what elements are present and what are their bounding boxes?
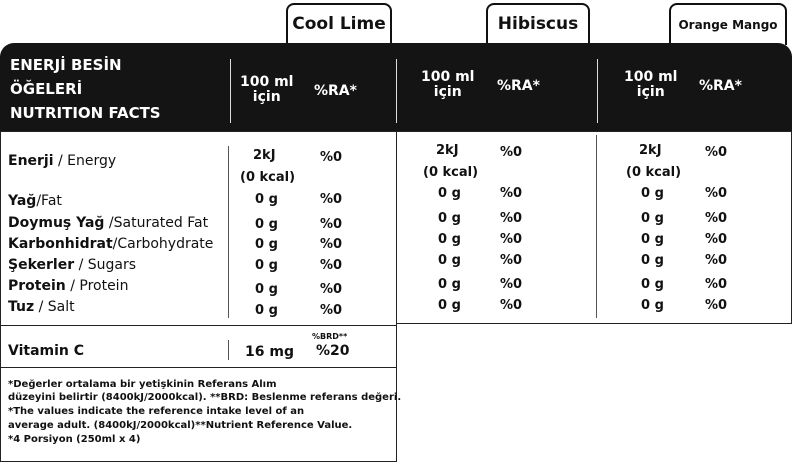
footnote-3: *The values indicate the reference intak… [8, 406, 305, 417]
footnote-4: average adult. (8400kJ/2000kcal)**Nutrie… [8, 420, 353, 431]
om-satfat-ra: %0 [705, 211, 728, 226]
hb-salt: 0 g [438, 298, 461, 313]
cl-satfat-ra: %0 [320, 217, 343, 232]
tab-orange-mango: Orange Mango [669, 3, 787, 45]
hb-salt-ra: %0 [500, 298, 523, 313]
om-fat: 0 g [641, 186, 664, 201]
label-carbohydrate: Karbonhidrat/Carbohydrate [8, 236, 214, 252]
hibiscus-orange-values-box [396, 131, 792, 324]
tab-cool-lime: Cool Lime [286, 3, 392, 45]
ra-hibiscus: %RA* [497, 78, 540, 94]
vitamin-box [0, 325, 397, 368]
om-protein: 0 g [641, 277, 664, 292]
hb-fat-ra: %0 [500, 186, 523, 201]
cl-protein-ra: %0 [320, 282, 343, 297]
label-fat: Yağ/Fat [8, 193, 62, 209]
hb-protein: 0 g [438, 277, 461, 292]
hb-sugar: 0 g [438, 253, 461, 268]
label-vitamin-c: Vitamin C [8, 343, 85, 359]
hb-fat: 0 g [438, 186, 461, 201]
hb-satfat-ra: %0 [500, 211, 523, 226]
hb-sugar-ra: %0 [500, 253, 523, 268]
footnote-2: düzeyini belirtir (8400kJ/2000kcal). **B… [8, 392, 402, 403]
hb-satfat: 0 g [438, 211, 461, 226]
om-energy-kj: 2kJ [639, 143, 662, 158]
ra-cool-lime: %RA* [314, 83, 357, 99]
brd-label: %BRD** [312, 332, 348, 341]
cl-salt: 0 g [255, 303, 278, 318]
cl-energy-kcal: (0 kcal) [240, 170, 296, 185]
label-salt: Tuz / Salt [8, 299, 75, 315]
vitamin-c-value: 16 mg [245, 344, 294, 360]
om-salt-ra: %0 [705, 298, 728, 313]
cl-sugar-ra: %0 [320, 258, 343, 273]
cl-energy-ra: %0 [320, 150, 343, 165]
hb-energy-kj: 2kJ [436, 143, 459, 158]
vitamin-c-brd: %20 [316, 343, 350, 359]
hb-protein-ra: %0 [500, 277, 523, 292]
label-protein: Protein / Protein [8, 278, 129, 294]
om-carb: 0 g [641, 232, 664, 247]
cl-energy-kj: 2kJ [253, 148, 276, 163]
om-energy-ra: %0 [705, 145, 728, 160]
per-100ml-cool-lime: 100 ml için [240, 74, 294, 105]
om-salt: 0 g [641, 298, 664, 313]
om-satfat: 0 g [641, 211, 664, 226]
cl-protein: 0 g [255, 282, 278, 297]
cl-satfat: 0 g [255, 217, 278, 232]
cl-sugar: 0 g [255, 258, 278, 273]
label-sugars: Şekerler / Sugars [8, 257, 137, 273]
cool-lime-values-box [0, 131, 397, 326]
label-energy: Enerji / Energy [8, 153, 117, 169]
om-carb-ra: %0 [705, 232, 728, 247]
cl-carb-ra: %0 [320, 237, 343, 252]
footnote-5: *4 Porsiyon (250ml x 4) [8, 434, 141, 445]
hb-energy-ra: %0 [500, 145, 523, 160]
label-saturated-fat: Doymuş Yağ /Saturated Fat [8, 215, 209, 231]
tab-hibiscus: Hibiscus [486, 3, 590, 45]
om-fat-ra: %0 [705, 186, 728, 201]
cl-fat: 0 g [255, 192, 278, 207]
cl-carb: 0 g [255, 237, 278, 252]
footnote-1: *Değerler ortalama bir yetişkinin Refera… [8, 379, 277, 390]
om-energy-kcal: (0 kcal) [626, 165, 682, 180]
om-sugar: 0 g [641, 253, 664, 268]
per-100ml-hibiscus: 100 ml için [421, 69, 475, 100]
hb-carb: 0 g [438, 232, 461, 247]
per-100ml-orange-mango: 100 ml için [624, 69, 678, 100]
nutrition-header: ENERJİ BESİN ÖĞELERİ NUTRITION FACTS 100… [0, 43, 792, 131]
cl-salt-ra: %0 [320, 303, 343, 318]
ra-orange-mango: %RA* [699, 78, 742, 94]
hb-carb-ra: %0 [500, 232, 523, 247]
om-protein-ra: %0 [705, 277, 728, 292]
hb-energy-kcal: (0 kcal) [423, 165, 479, 180]
cl-fat-ra: %0 [320, 192, 343, 207]
header-title: ENERJİ BESİN ÖĞELERİ NUTRITION FACTS [10, 56, 161, 122]
om-sugar-ra: %0 [705, 253, 728, 268]
